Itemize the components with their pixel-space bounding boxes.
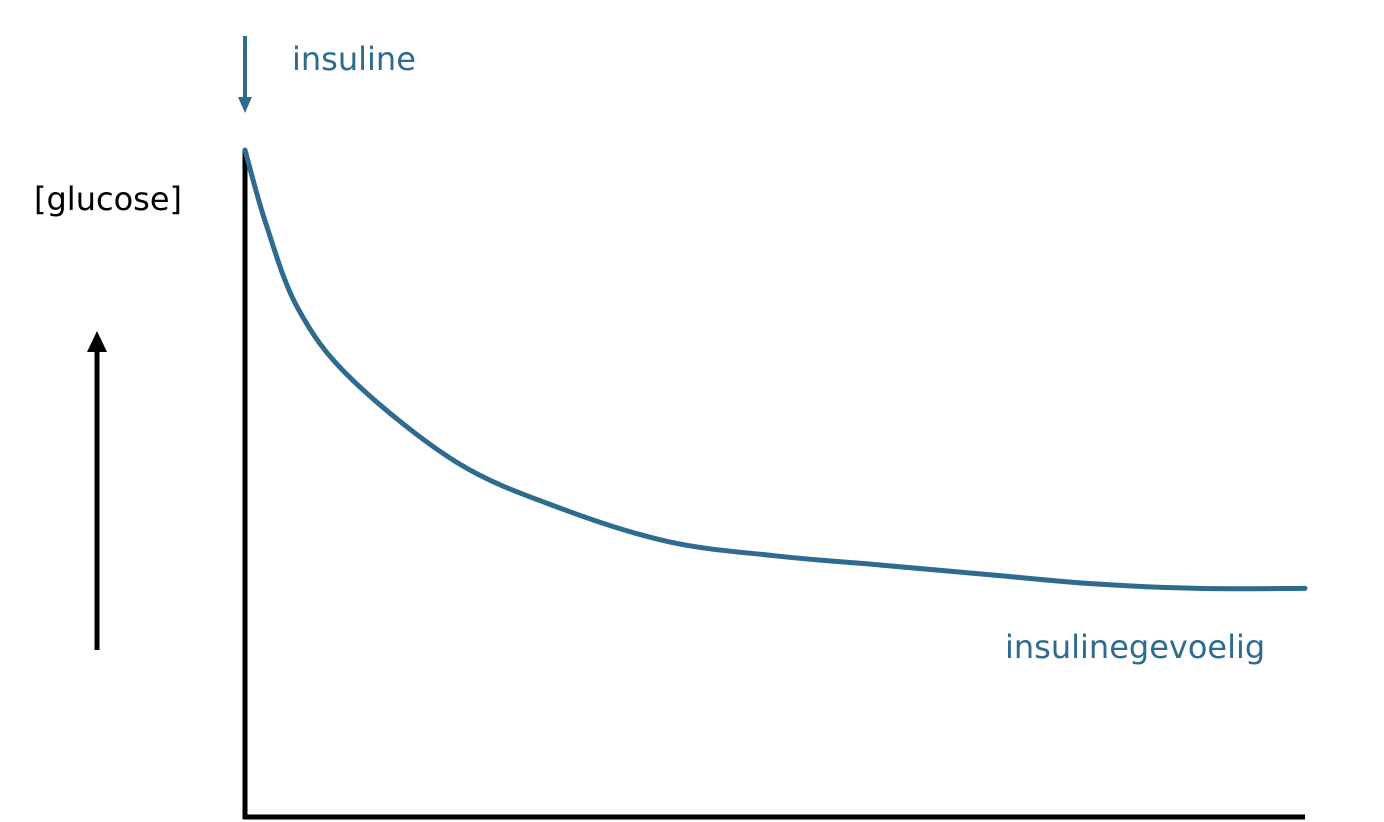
insulin-dose-label: insuline: [292, 40, 416, 78]
y-axis-label: [glucose]: [34, 180, 182, 218]
series-line-insulinegevoelig: [242, 147, 1308, 592]
series-label-insulinegevoelig: insulinegevoelig: [1005, 628, 1265, 666]
data-points: [243, 148, 1307, 590]
insulin-dose-arrow: [238, 36, 252, 113]
y-direction-arrow: [87, 331, 107, 650]
